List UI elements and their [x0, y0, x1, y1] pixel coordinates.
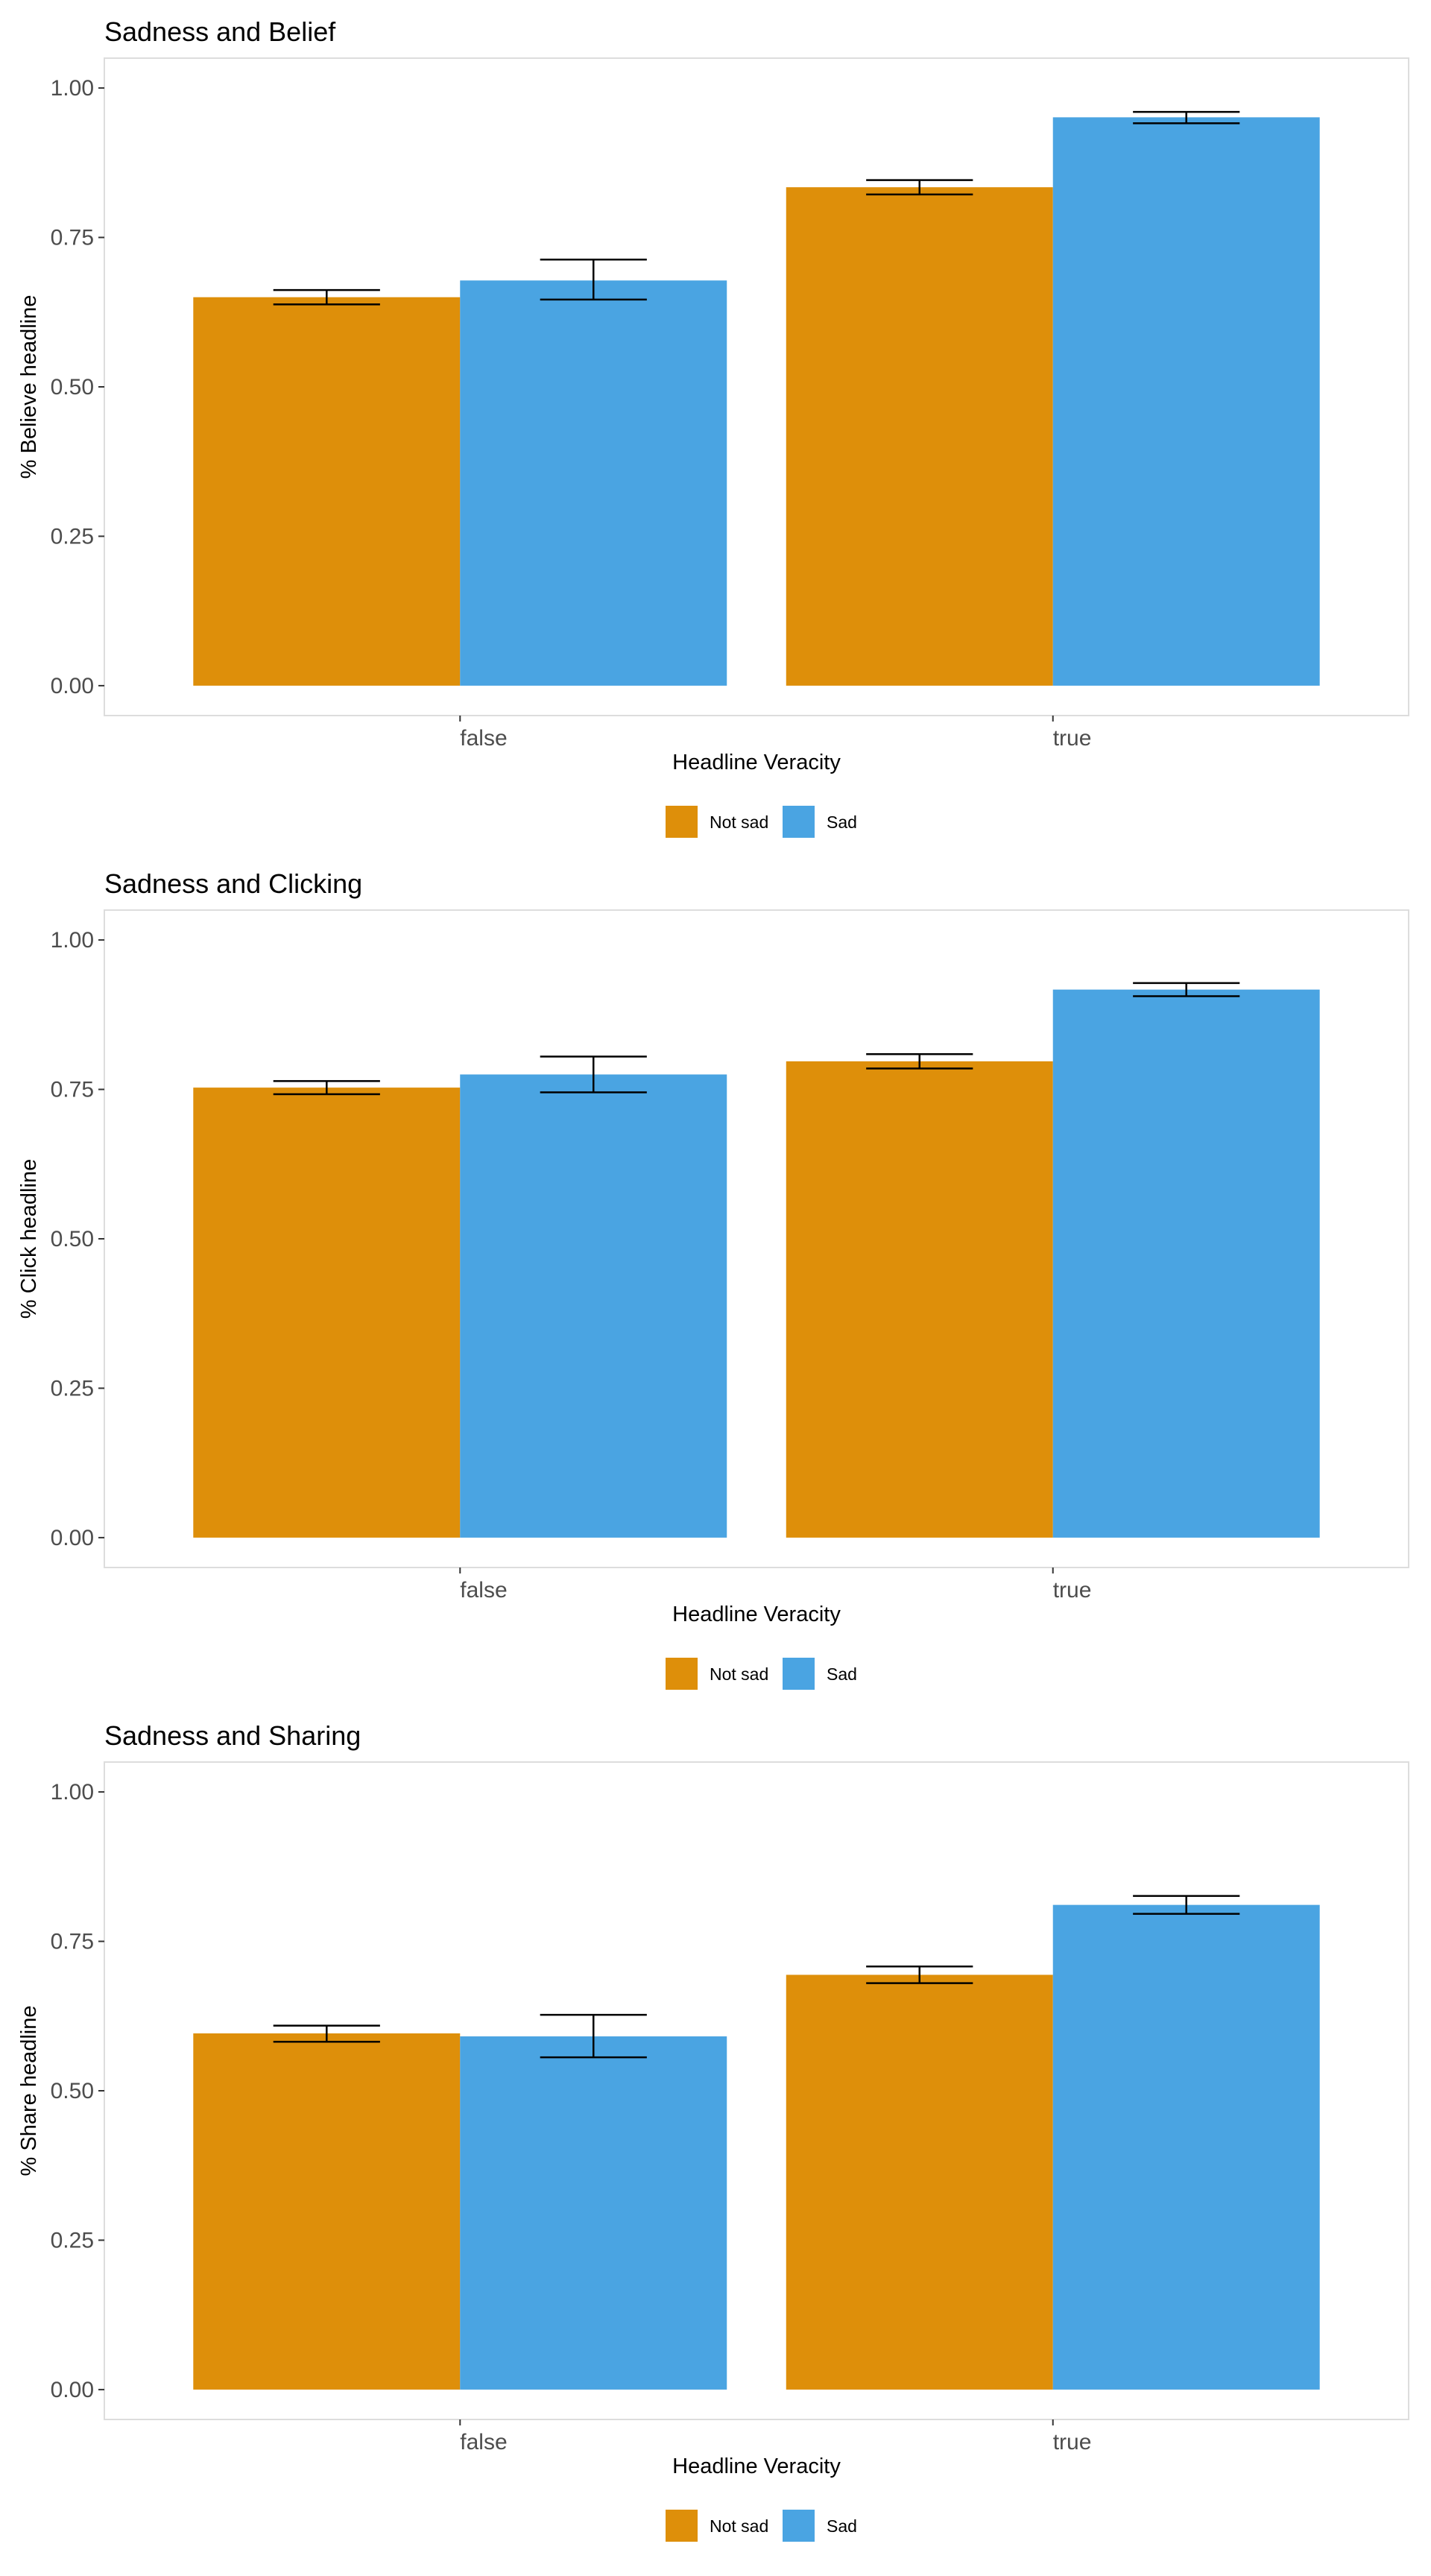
bar-not-sad-true	[786, 1061, 1053, 1538]
y-tick-label: 0.75	[51, 1930, 94, 1954]
error-bar-sad-false	[540, 1055, 647, 1093]
x-axis-title: Headline Veracity	[672, 751, 841, 774]
y-tick-label: 0.25	[51, 524, 94, 549]
legend: Not sad Sad	[666, 2510, 857, 2542]
x-tick-label: true	[1053, 1578, 1092, 1603]
chart-title: Sadness and Belief	[104, 16, 336, 47]
legend-swatch-sad	[783, 806, 815, 838]
error-bar-not-sad-true	[866, 1052, 973, 1070]
y-tick-label: 0.75	[51, 226, 94, 250]
bar-sad-false	[460, 2036, 727, 2390]
y-tick-label: 1.00	[51, 76, 94, 101]
chart-svg: Sadness and Clicking 0.00 0.25 0.50 0.75 1.00…	[17, 868, 1409, 1690]
bar-not-sad-false	[193, 2033, 461, 2390]
error-bar-not-sad-true	[866, 1965, 973, 1984]
error-bar-not-sad-true	[866, 179, 973, 196]
legend-swatch-not-sad	[666, 1658, 698, 1690]
y-tick-label: 0.25	[51, 2228, 94, 2253]
error-bar-not-sad-false	[273, 288, 380, 306]
y-tick-label: 0.00	[51, 674, 94, 698]
legend-label-sad: Sad	[827, 2516, 857, 2536]
bar-not-sad-false	[193, 297, 461, 686]
bar-sad-false	[460, 280, 727, 686]
legend-swatch-sad	[783, 1658, 815, 1690]
chart-panel-sadness-and-sharing: Sadness and Sharing 0.00 0.25 0.50 0.75 1.00 f…	[0, 1704, 1431, 2556]
y-tick-label: 0.50	[51, 375, 94, 400]
error-bar-sad-true	[1133, 1895, 1240, 1915]
error-bar-sad-false	[540, 2013, 647, 2059]
legend-swatch-not-sad	[666, 806, 698, 838]
y-tick-label: 0.00	[51, 2378, 94, 2402]
x-tick-label: false	[460, 1578, 507, 1603]
legend-label-not-sad: Not sad	[710, 2516, 768, 2536]
legend-label-not-sad: Not sad	[710, 1664, 768, 1684]
x-tick-label: false	[460, 2430, 507, 2455]
x-axis-title: Headline Veracity	[672, 2455, 841, 2478]
legend-swatch-sad	[783, 2510, 815, 2542]
y-tick-label: 0.50	[51, 1227, 94, 1251]
error-bar-not-sad-false	[273, 1080, 380, 1096]
legend-swatch-not-sad	[666, 2510, 698, 2542]
bar-sad-false	[460, 1074, 727, 1538]
legend-label-sad: Sad	[827, 1664, 857, 1684]
x-tick-label: false	[460, 726, 507, 751]
x-tick-label: true	[1053, 2430, 1092, 2455]
chart-svg: Sadness and Sharing 0.00 0.25 0.50 0.75 1.00 f…	[17, 1720, 1409, 2542]
y-tick-label: 0.00	[51, 1526, 94, 1550]
x-axis-title: Headline Veracity	[672, 1603, 841, 1626]
bar-sad-true	[1052, 117, 1320, 686]
y-tick-label: 1.00	[51, 1780, 94, 1805]
chart-title: Sadness and Sharing	[104, 1720, 361, 1751]
y-tick-label: 0.25	[51, 1376, 94, 1401]
error-bar-sad-true	[1133, 110, 1240, 124]
bar-not-sad-true	[786, 187, 1053, 686]
legend-label-not-sad: Not sad	[710, 812, 768, 832]
error-bar-not-sad-false	[273, 2024, 380, 2043]
y-axis-title: % Click headline	[17, 1159, 41, 1319]
y-tick-label: 0.50	[51, 2079, 94, 2103]
y-axis-title: % Share headline	[17, 2006, 41, 2176]
chart-title: Sadness and Clicking	[104, 868, 362, 899]
legend-label-sad: Sad	[827, 812, 857, 832]
chart-panel-sadness-and-clicking: Sadness and Clicking 0.00 0.25 0.50 0.75 1.00…	[0, 852, 1431, 1704]
error-bar-sad-false	[540, 258, 647, 301]
error-bar-sad-true	[1133, 982, 1240, 997]
y-tick-label: 0.75	[51, 1078, 94, 1102]
bar-sad-true	[1052, 1904, 1320, 2390]
chart-panel-sadness-and-belief: Sadness and Belief 0.00 0.25 0.50 0.75 1.00 fa…	[0, 0, 1431, 852]
y-tick-label: 1.00	[51, 928, 94, 953]
bar-sad-true	[1052, 989, 1320, 1538]
legend: Not sad Sad	[666, 806, 857, 838]
y-axis-title: % Believe headline	[17, 295, 41, 479]
bar-not-sad-true	[786, 1974, 1053, 2390]
bar-not-sad-false	[193, 1087, 461, 1538]
chart-svg: Sadness and Belief 0.00 0.25 0.50 0.75 1.00 fa…	[17, 16, 1409, 838]
legend: Not sad Sad	[666, 1658, 857, 1690]
x-tick-label: true	[1053, 726, 1092, 751]
